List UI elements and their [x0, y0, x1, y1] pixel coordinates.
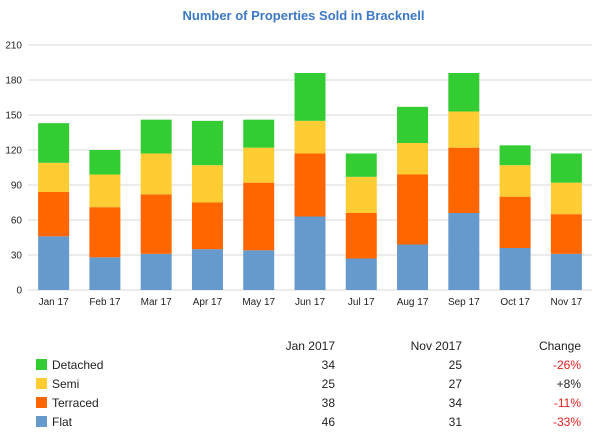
- bar-segment-detached: [448, 73, 480, 112]
- bar-segment-terraced: [499, 196, 531, 248]
- bar-segment-terraced: [448, 147, 480, 213]
- legend-label-detached: Detached: [52, 358, 104, 372]
- legend-swatch-semi: [36, 378, 47, 389]
- bar-segment-terraced: [550, 214, 582, 254]
- y-tick-label: 150: [5, 111, 22, 122]
- y-tick-label: 30: [11, 251, 23, 262]
- bar-segment-semi: [140, 153, 172, 195]
- change-detached: -26%: [552, 358, 581, 372]
- bar-segment-detached: [243, 119, 275, 148]
- summary-row-detached: Detached 34 25 -26%: [0, 355, 607, 374]
- value-nov-semi: 27: [448, 377, 462, 391]
- y-tick-label: 120: [5, 146, 22, 157]
- bar-segment-detached: [140, 119, 172, 154]
- x-tick-label: Jan 17: [39, 297, 69, 308]
- x-tick-label: Nov 17: [551, 297, 583, 308]
- bar-segment-semi: [243, 147, 275, 183]
- y-tick-label: 90: [11, 181, 23, 192]
- bar-segment-semi: [448, 111, 480, 148]
- summary-row-semi: Semi 25 27 +8%: [0, 374, 607, 393]
- bar-segment-flat: [38, 236, 70, 290]
- header-jan-2017: Jan 2017: [285, 339, 335, 353]
- bar-segment-semi: [345, 176, 377, 213]
- bar-segment-flat: [294, 216, 326, 290]
- value-jan-detached: 34: [321, 358, 335, 372]
- value-nov-terraced: 34: [448, 396, 462, 410]
- bar-segment-detached: [550, 153, 582, 183]
- bar-segment-flat: [191, 249, 223, 290]
- value-nov-flat: 31: [448, 415, 462, 429]
- bar-segment-detached: [397, 106, 429, 143]
- summary-header: Jan 2017 Nov 2017 Change: [0, 336, 607, 355]
- bar-segment-detached: [191, 120, 223, 166]
- legend-label-flat: Flat: [52, 415, 73, 429]
- bar-segment-flat: [550, 253, 582, 290]
- bar-segment-terraced: [294, 153, 326, 217]
- x-tick-label: Aug 17: [397, 297, 429, 308]
- value-jan-terraced: 38: [321, 396, 335, 410]
- chart-title: Number of Properties Sold in Bracknell: [182, 8, 425, 23]
- x-tick-label: Mar 17: [141, 297, 173, 308]
- bar-segment-semi: [499, 165, 531, 197]
- bar-segment-terraced: [89, 207, 121, 258]
- bar-segment-flat: [499, 248, 531, 290]
- bar-segment-semi: [38, 162, 70, 192]
- bar-segment-terraced: [38, 192, 70, 237]
- bar-segment-semi: [397, 143, 429, 175]
- x-tick-label: Jul 17: [348, 297, 375, 308]
- bar-segment-flat: [243, 250, 275, 290]
- value-nov-detached: 25: [448, 358, 462, 372]
- summary-table: Jan 2017 Nov 2017 Change Detached 34 25 …: [0, 336, 607, 431]
- stacked-bar-chart: 0 30 60 90 120 150 180 210 Jan 17 Feb 17 Mar 17 Apr…: [5, 41, 592, 308]
- bar-segment-semi: [294, 120, 326, 154]
- x-tick-label: Sep 17: [448, 297, 480, 308]
- y-tick-label: 210: [5, 41, 22, 52]
- change-flat: -33%: [552, 415, 581, 429]
- bar-segment-terraced: [397, 174, 429, 245]
- bar-segment-detached: [499, 145, 531, 166]
- y-tick-label: 180: [5, 76, 22, 87]
- y-tick-label: 0: [16, 286, 22, 297]
- summary-row-terraced: Terraced 38 34 -11%: [0, 393, 607, 412]
- bar-segment-flat: [345, 258, 377, 290]
- x-tick-label: Feb 17: [89, 297, 121, 308]
- legend-swatch-terraced: [36, 397, 47, 408]
- bar-segment-terraced: [140, 194, 172, 254]
- value-jan-flat: 46: [321, 415, 335, 429]
- x-tick-label: May 17: [242, 297, 275, 308]
- x-tick-label: Jun 17: [295, 297, 325, 308]
- value-jan-semi: 25: [321, 377, 335, 391]
- bar-segment-terraced: [345, 213, 377, 259]
- x-tick-label: Apr 17: [193, 297, 223, 308]
- x-tick-label: Oct 17: [500, 297, 530, 308]
- bar-segment-terraced: [191, 202, 223, 250]
- bar-segment-flat: [140, 253, 172, 290]
- bar-segment-flat: [448, 213, 480, 290]
- bar-segment-semi: [191, 165, 223, 203]
- legend-swatch-flat: [36, 416, 47, 427]
- bar-segment-semi: [550, 182, 582, 215]
- bar-segment-detached: [38, 123, 70, 163]
- bar-segment-flat: [397, 244, 429, 290]
- header-change: Change: [538, 339, 581, 353]
- bar-segment-semi: [89, 174, 121, 208]
- header-nov-2017: Nov 2017: [410, 339, 462, 353]
- summary-row-flat: Flat 46 31 -33%: [0, 412, 607, 431]
- change-terraced: -11%: [553, 396, 581, 410]
- bar-segment-detached: [89, 150, 121, 175]
- legend-label-semi: Semi: [52, 377, 80, 391]
- bar-segment-detached: [345, 153, 377, 177]
- bar-segment-terraced: [243, 182, 275, 251]
- change-semi: +8%: [556, 377, 581, 391]
- bar-segment-flat: [89, 257, 121, 290]
- y-tick-label: 60: [11, 216, 23, 227]
- legend-label-terraced: Terraced: [52, 396, 99, 410]
- legend-swatch-detached: [36, 359, 47, 370]
- bar-segment-detached: [294, 73, 326, 121]
